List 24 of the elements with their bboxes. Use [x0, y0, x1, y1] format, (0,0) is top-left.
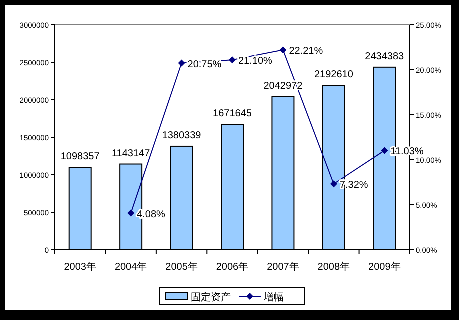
point: [381, 147, 388, 154]
x-tick-label: 2004年: [114, 261, 148, 273]
x-tick-label: 2009年: [368, 261, 401, 273]
x-tick-label: 2003年: [64, 261, 96, 273]
x-tick-label: 2006年: [216, 261, 249, 273]
x-tick-label: 2005年: [166, 261, 198, 273]
x-tick-label: 2008年: [318, 261, 350, 273]
data-label: 20.75%: [188, 59, 222, 70]
data-label: 1671645: [213, 108, 252, 120]
data-label: 22.21%: [289, 46, 324, 58]
point: [280, 46, 287, 54]
x-tick-label: 2007年: [267, 261, 300, 273]
point: [330, 180, 338, 188]
point: [128, 210, 135, 217]
point: [178, 60, 186, 67]
data-label: 1098357: [60, 152, 100, 163]
data-label: 1143147: [112, 148, 151, 160]
data-label: 21.10%: [238, 56, 273, 68]
data-label: 2192610: [314, 70, 354, 81]
legend-label: 增幅: [263, 292, 284, 304]
data-label: 2434383: [365, 51, 405, 62]
legend-label: 固定资产: [191, 292, 231, 304]
point: [229, 56, 236, 64]
data-label: 1380339: [162, 130, 202, 142]
